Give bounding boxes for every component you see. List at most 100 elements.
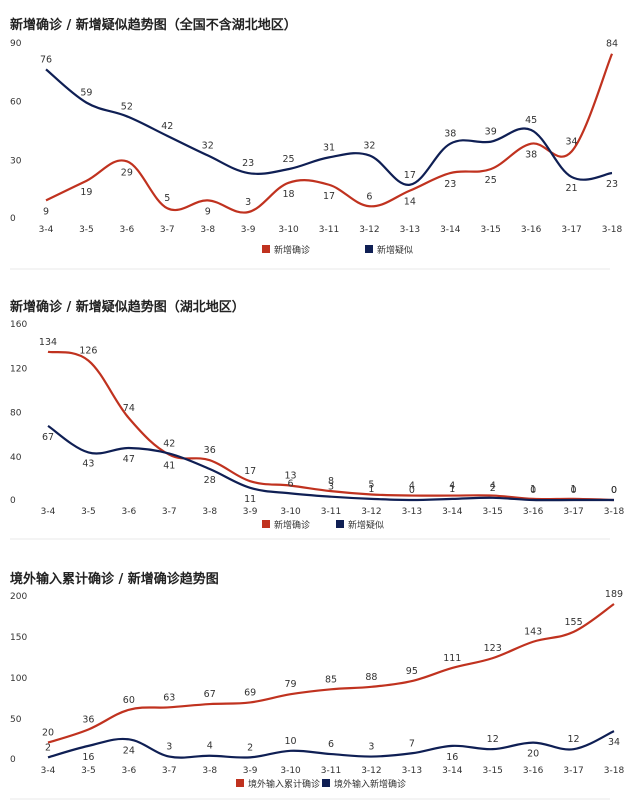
y-tick-label: 160 (10, 320, 27, 330)
x-tick-label: 3-6 (122, 507, 137, 517)
legend-swatch (336, 520, 344, 528)
legend-label: 新增疑似 (377, 244, 413, 256)
data-label: 2 (247, 742, 253, 753)
series-line (47, 603, 615, 744)
legend-label: 境外输入新增确诊 (334, 778, 406, 790)
x-tick-label: 3-8 (202, 766, 217, 776)
series-line (47, 424, 614, 502)
data-label: 12 (568, 734, 580, 745)
y-tick-label: 60 (10, 98, 22, 108)
y-tick-label: 120 (10, 364, 27, 374)
series-line (45, 68, 613, 186)
x-tick-label: 3-12 (361, 507, 381, 517)
data-label: 41 (163, 461, 175, 472)
data-label: 4 (490, 481, 496, 492)
data-label: 36 (82, 714, 94, 725)
data-label: 143 (524, 627, 542, 638)
x-tick-label: 3-14 (442, 507, 463, 517)
series-line (47, 350, 615, 502)
x-tick-label: 3-12 (359, 225, 379, 235)
x-tick-label: 3-5 (81, 507, 96, 517)
data-label: 0 (611, 485, 617, 496)
x-tick-label: 3-7 (162, 766, 177, 776)
x-tick-label: 3-13 (402, 766, 422, 776)
data-label: 23 (242, 158, 254, 169)
data-label: 13 (285, 471, 297, 482)
data-label: 42 (161, 121, 173, 132)
x-tick-label: 3-18 (604, 507, 625, 517)
data-label: 67 (204, 689, 216, 700)
data-label: 21 (566, 183, 578, 194)
x-tick-label: 3-6 (122, 766, 137, 776)
data-label: 31 (323, 142, 335, 153)
chart-panel-2: 新增确诊 / 新增疑似趋势图（湖北地区） 0 40 80 120 160 3-4 3-5 3-… (0, 270, 640, 540)
data-label: 14 (404, 197, 416, 208)
legend-label: 新增确诊 (274, 519, 310, 531)
chart-svg-3: 0 50 100 150 200 3-4 3-5 3-6 3-7 3-8 3-9 3-10 3-11 3-… (10, 589, 625, 800)
y-tick-label: 200 (10, 592, 27, 602)
x-tick-label: 3-4 (41, 507, 56, 517)
data-label: 126 (79, 346, 97, 357)
y-tick-label: 40 (10, 453, 22, 463)
data-label: 47 (123, 454, 135, 465)
x-tick-label: 3-11 (319, 225, 339, 235)
data-label: 1 (368, 484, 374, 495)
data-label: 4 (207, 741, 213, 752)
y-tick-label: 150 (10, 633, 27, 643)
data-label: 3 (328, 482, 334, 493)
x-tick-label: 3-9 (243, 766, 258, 776)
chart-title-1: 新增确诊 / 新增疑似趋势图（全国不含湖北地区） (10, 18, 297, 33)
x-tick-label: 3-10 (280, 766, 301, 776)
data-label: 85 (325, 674, 337, 685)
x-tick-label: 3-15 (482, 507, 502, 517)
legend-swatch (322, 779, 330, 787)
data-label: 6 (288, 478, 294, 489)
data-label: 63 (163, 692, 175, 703)
data-label: 32 (202, 140, 214, 151)
data-label: 4 (409, 481, 415, 492)
legend-label: 境外输入累计确诊 (248, 778, 320, 790)
x-tick-label: 3-10 (280, 507, 301, 517)
series-line (45, 53, 614, 214)
data-label: 36 (204, 445, 216, 456)
data-label: 29 (121, 167, 133, 178)
chart-title-2: 新增确诊 / 新增疑似趋势图（湖北地区） (10, 300, 245, 315)
data-label: 0 (611, 485, 617, 496)
data-label: 0 (530, 485, 536, 496)
data-label: 38 (525, 150, 537, 161)
chart-panel-1: 新增确诊 / 新增疑似趋势图（全国不含湖北地区） 0 30 60 90 3-4 3-5 3-… (0, 0, 640, 270)
x-tick-label: 3-9 (241, 225, 256, 235)
data-label: 189 (605, 589, 623, 600)
data-label: 34 (608, 737, 620, 748)
data-label: 6 (366, 191, 372, 202)
x-tick-label: 3-16 (523, 766, 544, 776)
data-label: 0 (571, 485, 577, 496)
x-tick-label: 3-12 (361, 766, 381, 776)
data-label: 45 (525, 115, 537, 126)
x-tick-label: 3-4 (41, 766, 56, 776)
data-label: 155 (565, 617, 583, 628)
x-tick-label: 3-8 (200, 225, 215, 235)
x-tick-label: 3-7 (160, 225, 175, 235)
data-label: 1 (571, 484, 577, 495)
data-label: 69 (244, 687, 256, 698)
data-label: 3 (245, 197, 251, 208)
x-tick-label: 3-11 (321, 507, 341, 517)
data-label: 59 (80, 88, 92, 99)
data-label: 39 (485, 127, 497, 138)
x-tick-label: 3-6 (120, 225, 135, 235)
y-tick-label: 90 (10, 39, 22, 49)
chart-title-3: 境外输入累计确诊 / 新增确诊趋势图 (10, 572, 219, 587)
x-tick-label: 3-17 (563, 507, 583, 517)
x-tick-label: 3-18 (604, 766, 625, 776)
legend-label: 新增疑似 (348, 519, 384, 531)
data-label: 84 (606, 39, 618, 50)
data-label: 60 (123, 695, 135, 706)
data-label: 52 (121, 101, 133, 112)
data-label: 95 (406, 666, 418, 677)
data-label: 3 (368, 742, 374, 753)
data-label: 10 (285, 736, 297, 747)
data-label: 19 (80, 187, 92, 198)
x-tick-label: 3-17 (563, 766, 583, 776)
